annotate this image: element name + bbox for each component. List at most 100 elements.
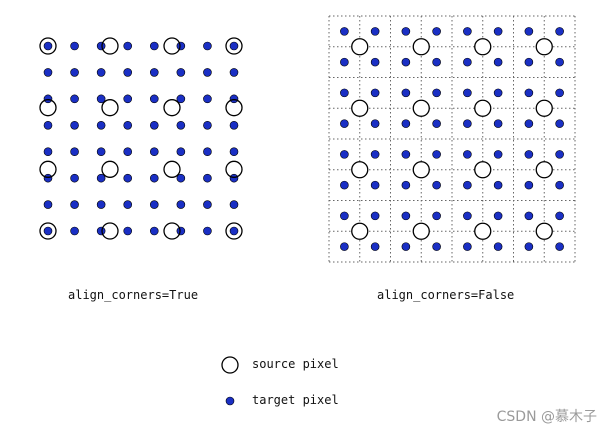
target-pixel-dot <box>96 173 106 183</box>
source-pixel-ring <box>225 160 243 178</box>
target-pixel-dot <box>463 211 472 221</box>
source-pixel-ring <box>225 99 243 117</box>
target-pixel-dot <box>96 41 106 51</box>
source-pixel-ring <box>412 161 430 179</box>
target-pixel-dot <box>340 27 349 36</box>
watermark-text: CSDN @慕木子 <box>496 409 597 425</box>
target-pixel-dot <box>123 41 133 51</box>
target-pixel-dot <box>203 200 212 209</box>
target-pixel-dot <box>555 180 564 190</box>
target-pixel-dot <box>340 180 349 190</box>
target-pixel-dot <box>463 242 472 251</box>
target-pixel-dot <box>229 147 239 157</box>
left-panel <box>39 37 243 240</box>
target-pixel-dot <box>123 226 133 236</box>
target-pixel-dot <box>70 173 79 183</box>
target-pixel-dot <box>43 173 53 183</box>
source-pixel-ring <box>351 99 369 117</box>
target-pixel-dot <box>176 41 186 51</box>
target-pixel-dot <box>370 180 380 190</box>
target-pixel-dot <box>370 242 380 251</box>
target-pixel-dot <box>176 94 186 104</box>
target-pixel-dot <box>493 211 503 221</box>
target-pixel-dot <box>493 180 503 190</box>
target-pixel-dot <box>203 173 212 183</box>
target-pixel-dot <box>524 242 534 251</box>
target-pixel-dot <box>401 242 411 251</box>
target-pixel-dot <box>43 41 53 51</box>
target-pixel-dot <box>493 150 503 159</box>
source-pixel-ring <box>412 99 430 117</box>
source-pixel-ring <box>535 222 553 240</box>
target-pixel-dot <box>96 200 106 209</box>
target-pixel-dot <box>229 94 239 104</box>
target-pixel-dot <box>149 120 159 130</box>
target-pixel-dot <box>203 68 212 77</box>
target-pixel-dot <box>149 226 159 236</box>
target-pixel-dot <box>229 173 239 183</box>
target-pixel-dot <box>43 68 53 77</box>
legend-source-pixel-label: source pixel <box>252 357 339 371</box>
target-pixel-dot <box>229 41 239 51</box>
target-pixel-dot <box>70 120 79 130</box>
target-pixel-dot <box>432 88 441 98</box>
source-pixel-ring <box>163 99 181 117</box>
target-pixel-dot <box>176 200 186 209</box>
source-pixel-ring <box>535 161 553 179</box>
target-pixel-dot <box>123 120 133 130</box>
source-pixel-ring <box>474 222 492 240</box>
source-pixel-ring <box>412 38 430 56</box>
target-pixel-dot <box>43 94 53 104</box>
target-pixel-dot <box>524 211 534 221</box>
target-pixel-dot <box>70 41 79 51</box>
target-pixel-dot <box>463 27 472 36</box>
target-pixel-dot <box>401 180 411 190</box>
source-pixel-ring <box>225 37 243 55</box>
source-pixel-ring <box>39 160 57 178</box>
target-pixel-dot <box>70 200 79 209</box>
source-pixel-ring <box>101 37 119 55</box>
source-pixel-ring <box>474 38 492 56</box>
target-pixel-dot <box>524 180 534 190</box>
target-pixel-dot <box>176 226 186 236</box>
target-pixel-dot <box>493 27 503 36</box>
target-pixel-dot <box>203 147 212 157</box>
target-pixel-dot <box>43 147 53 157</box>
target-pixel-dot <box>149 94 159 104</box>
target-pixel-dot <box>176 147 186 157</box>
source-pixel-ring <box>351 222 369 240</box>
source-pixel-ring <box>412 222 430 240</box>
target-pixel-dot <box>524 27 534 36</box>
target-pixel-dot <box>96 68 106 77</box>
target-pixel-dot <box>123 200 133 209</box>
target-pixel-dot <box>463 57 472 67</box>
target-pixel-dot <box>432 180 441 190</box>
target-pixel-dot <box>463 150 472 159</box>
target-pixel-dot <box>555 242 564 251</box>
target-pixel-dot <box>524 150 534 159</box>
target-pixel-dot <box>176 120 186 130</box>
source-pixel-ring <box>163 37 181 55</box>
target-pixel-dot <box>555 88 564 98</box>
target-pixel-dot <box>43 120 53 130</box>
target-pixel-dot <box>370 119 380 128</box>
target-pixel-dot <box>340 150 349 159</box>
target-pixel-dot <box>203 226 212 236</box>
target-pixel-dot <box>123 173 133 183</box>
source-pixel-ring <box>163 160 181 178</box>
target-pixel-dot <box>401 211 411 221</box>
right-panel <box>328 15 576 263</box>
target-pixel-dot <box>123 147 133 157</box>
target-pixel-dot <box>555 57 564 67</box>
target-pixel-dot <box>432 27 441 36</box>
target-pixel-dot <box>432 119 441 128</box>
target-pixel-dot <box>401 57 411 67</box>
target-pixel-dot <box>370 27 380 36</box>
target-pixel-dot <box>203 41 212 51</box>
target-pixel-dot <box>524 88 534 98</box>
target-pixel-dot <box>432 211 441 221</box>
source-pixel-ring <box>101 222 119 240</box>
target-pixel-dot <box>463 180 472 190</box>
target-pixel-dot <box>493 242 503 251</box>
